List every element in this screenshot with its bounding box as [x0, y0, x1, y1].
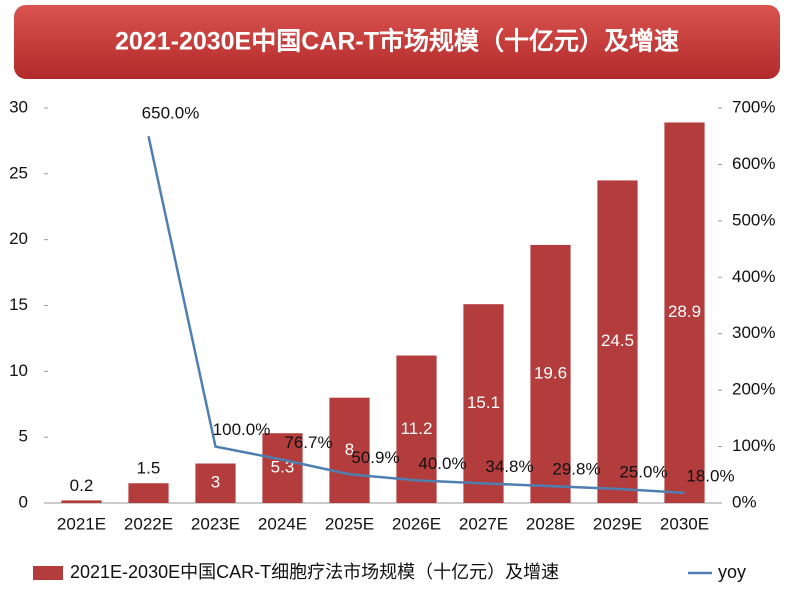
y2-tick-label: 400% — [732, 267, 775, 286]
bar-value-label: 28.9 — [668, 302, 701, 321]
x-tick-label: 2023E — [191, 514, 240, 533]
line-value-label: 34.8% — [485, 457, 533, 476]
bar-value-label: 19.6 — [534, 363, 567, 382]
legend-swatch — [33, 566, 63, 580]
y-tick-label: 20 — [9, 229, 28, 248]
x-tick-label: 2022E — [124, 514, 173, 533]
line-value-label: 76.7% — [284, 433, 332, 452]
y-tick-label: 30 — [9, 97, 28, 116]
bar — [61, 500, 102, 503]
legend-label: yoy — [718, 562, 746, 582]
bar-value-label: 5.3 — [271, 458, 295, 477]
bar — [128, 483, 169, 503]
bar — [664, 122, 705, 503]
y2-tick-label: 500% — [732, 210, 775, 229]
title-banner — [14, 5, 780, 79]
x-tick-label: 2030E — [660, 514, 709, 533]
bar — [329, 397, 370, 503]
legend-label: 2021E-2030E中国CAR-T细胞疗法市场规模（十亿元）及增速 — [70, 562, 559, 582]
y2-tick-label: 700% — [732, 97, 775, 116]
line-value-label: 40.0% — [418, 454, 466, 473]
chart-title: 2021-2030E中国CAR-T市场规模（十亿元）及增速 — [115, 27, 679, 56]
x-tick-label: 2025E — [325, 514, 374, 533]
bar-value-label: 0.2 — [70, 476, 94, 495]
bar — [262, 433, 303, 503]
y2-tick-label: 300% — [732, 323, 775, 342]
y2-tick-label: 0% — [732, 492, 757, 511]
x-tick-label: 2024E — [258, 514, 307, 533]
bar-value-label: 3 — [211, 473, 220, 492]
line-value-label: 25.0% — [619, 462, 667, 481]
line-value-label: 650.0% — [142, 104, 200, 123]
bar-value-label: 15.1 — [467, 393, 500, 412]
line-value-label: 50.9% — [351, 448, 399, 467]
x-tick-label: 2026E — [392, 514, 441, 533]
y-tick-label: 15 — [9, 295, 28, 314]
bar — [195, 463, 236, 503]
bar-value-label: 11.2 — [401, 419, 433, 438]
x-tick-label: 2027E — [459, 514, 508, 533]
bar-value-label: 8 — [345, 440, 354, 459]
y2-tick-label: 600% — [732, 154, 775, 173]
bar — [463, 304, 504, 503]
line-value-label: 18.0% — [686, 466, 734, 485]
y2-tick-label: 100% — [732, 436, 775, 455]
y-tick-label: 5 — [19, 427, 28, 446]
line-value-label: 29.8% — [552, 460, 600, 479]
y-tick-label: 25 — [9, 163, 28, 182]
bar-value-label: 24.5 — [601, 331, 634, 350]
bar — [597, 180, 638, 503]
bar — [530, 244, 571, 503]
x-tick-label: 2021E — [57, 514, 106, 533]
bar-value-label: 1.5 — [137, 459, 161, 478]
x-tick-label: 2028E — [526, 514, 575, 533]
y2-tick-label: 200% — [732, 380, 775, 399]
line-value-label: 100.0% — [213, 420, 271, 439]
y-tick-label: 0 — [19, 492, 28, 511]
y-tick-label: 10 — [9, 361, 28, 380]
x-tick-label: 2029E — [593, 514, 642, 533]
line — [147, 135, 685, 495]
